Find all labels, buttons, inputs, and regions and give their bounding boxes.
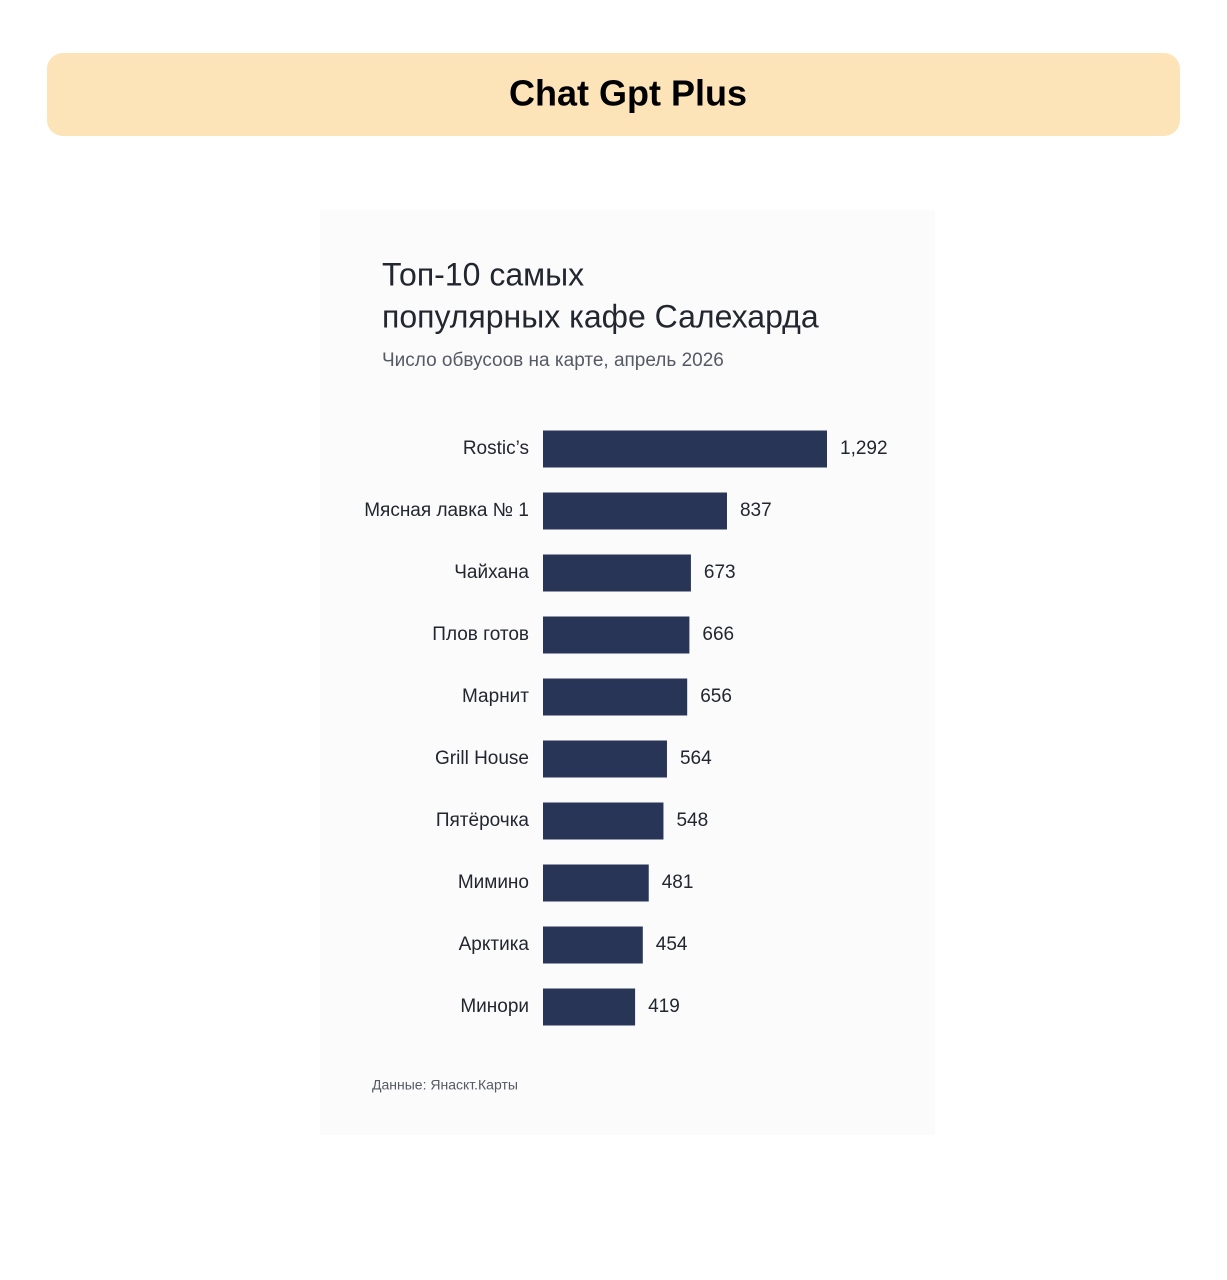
category-label: Grill House [435, 748, 529, 769]
chart-card [320, 210, 935, 1135]
category-label: Мясная лавка № 1 [364, 500, 529, 521]
bar [543, 740, 667, 778]
bar [543, 926, 643, 964]
category-label: Минори [460, 996, 529, 1017]
category-label: Плов готов [432, 624, 529, 645]
value-label: 548 [676, 810, 708, 831]
bar [543, 492, 727, 530]
value-label: 564 [680, 748, 712, 769]
source-note: Данные: Янаскт.Карты [372, 1077, 518, 1093]
value-label: 454 [656, 934, 688, 955]
category-label: Марнит [462, 686, 529, 707]
chart-subtitle: Число обвусоов на карте, апрель 2026 [382, 350, 724, 371]
value-label: 673 [704, 562, 736, 583]
header-bar [47, 53, 1180, 136]
value-label: 481 [662, 872, 694, 893]
category-label: Чайхана [454, 562, 529, 583]
category-label: Мимино [458, 872, 529, 893]
value-label: 656 [700, 686, 732, 707]
bar [543, 616, 690, 654]
header-title: Chat Gpt Plus [509, 73, 747, 114]
bar [543, 864, 649, 902]
value-label: 1,292 [840, 438, 888, 459]
value-label: 837 [740, 500, 772, 521]
bar [543, 678, 688, 716]
bar [543, 554, 691, 592]
category-label: Rostic’s [463, 438, 529, 459]
category-label: Арктика [459, 934, 530, 955]
category-label: Пятёрочка [436, 810, 530, 831]
value-label: 666 [702, 624, 734, 645]
chart-title: популярных кафе Салехарда [382, 298, 819, 334]
bar [543, 430, 827, 468]
chart-title: Топ-10 самых [382, 256, 584, 292]
bar [543, 802, 664, 840]
bar [543, 988, 636, 1026]
value-label: 419 [648, 996, 680, 1017]
